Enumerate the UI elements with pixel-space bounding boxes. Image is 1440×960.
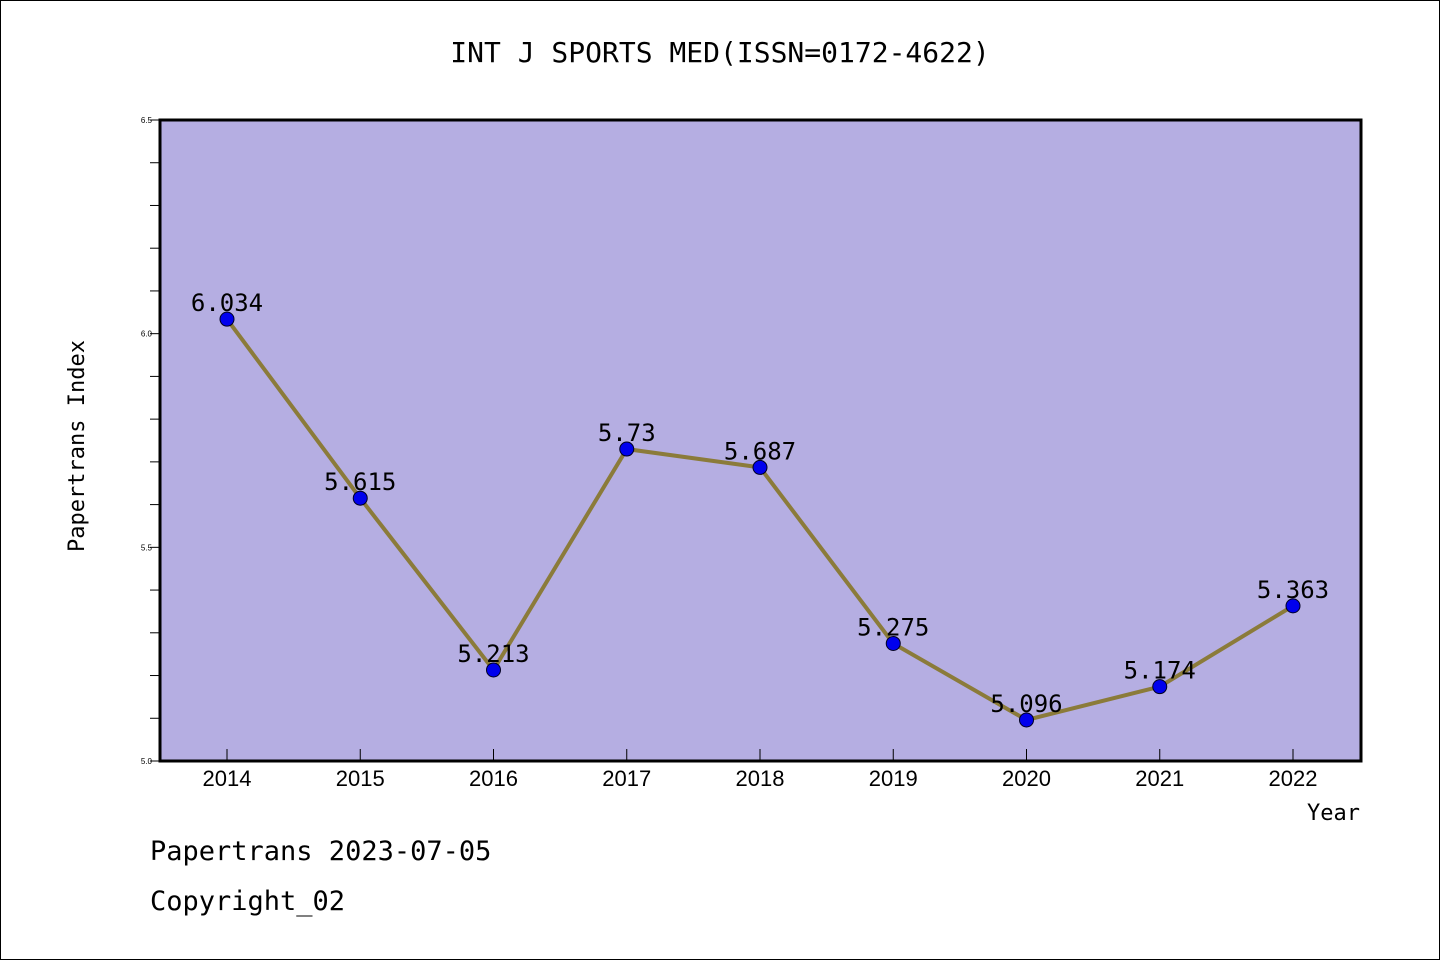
footer-copyright: Copyright_02 — [150, 886, 346, 917]
y-tick-label: 6.5 — [141, 116, 153, 125]
data-label: 5.73 — [598, 419, 656, 447]
footer-date: Papertrans 2023-07-05 — [150, 836, 492, 867]
data-point — [219, 311, 235, 327]
y-tick-label: 5.5 — [141, 543, 153, 552]
x-tick-label: 2014 — [203, 766, 252, 791]
data-label: 5.687 — [724, 437, 796, 465]
plot-area — [158, 118, 1363, 763]
x-tick-label: 2017 — [602, 766, 651, 791]
data-label: 5.096 — [990, 690, 1062, 718]
data-label: 5.213 — [457, 640, 529, 668]
x-tick-label: 2022 — [1269, 766, 1318, 791]
data-label: 5.275 — [857, 613, 929, 641]
y-axis-title: Papertrans Index — [65, 340, 90, 552]
y-tick-label: 6.0 — [141, 330, 153, 339]
x-axis-title: Year — [1307, 801, 1360, 826]
x-tick-label: 2016 — [469, 766, 518, 791]
chart-title: INT J SPORTS MED(ISSN=0172-4622) — [450, 36, 990, 69]
data-label: 5.615 — [324, 468, 396, 496]
data-label: 5.174 — [1124, 657, 1196, 685]
data-point — [486, 662, 501, 678]
x-tick-label: 2019 — [869, 766, 918, 791]
x-tick-label: 2018 — [736, 766, 785, 791]
data-point — [619, 441, 635, 457]
data-label: 6.034 — [191, 289, 263, 317]
data-point — [1152, 679, 1168, 695]
x-tick-label: 2021 — [1135, 766, 1184, 791]
data-point — [352, 490, 368, 506]
x-tick-label: 2015 — [336, 766, 385, 791]
data-point — [1285, 598, 1301, 614]
y-tick-label: 5.0 — [141, 757, 153, 766]
data-point — [1019, 712, 1034, 728]
data-point — [752, 459, 768, 475]
data-label: 5.363 — [1257, 576, 1329, 604]
data-point — [885, 635, 901, 651]
x-tick-label: 2020 — [1002, 766, 1051, 791]
